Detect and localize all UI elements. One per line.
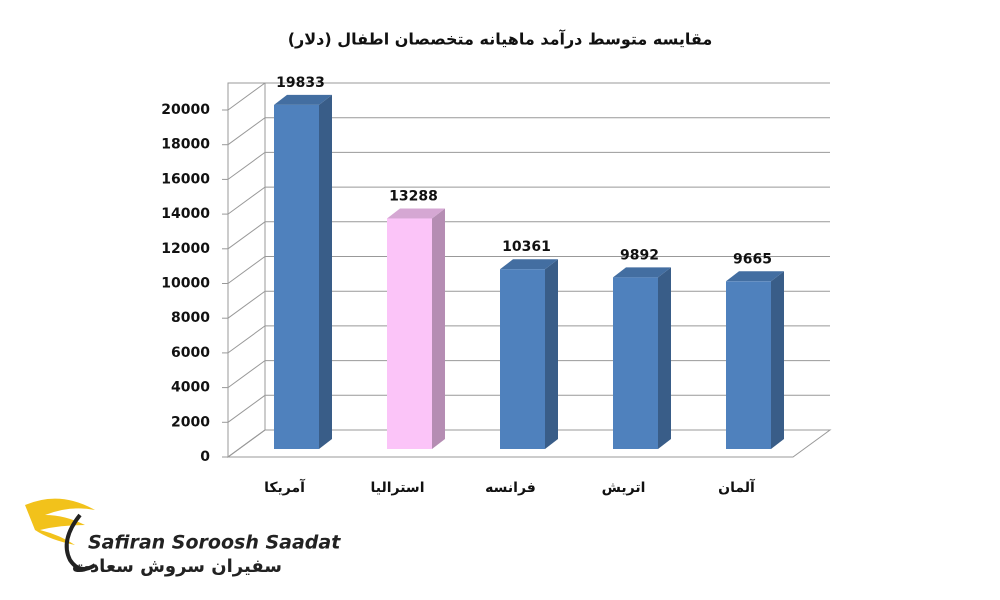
y-tick-label: 0 [200,449,210,465]
y-tick-label: 18000 [161,137,210,153]
chart-title: مقایسه متوسط درآمد ماهیانه متخصصان اطفال… [288,29,713,49]
y-tick-label: 6000 [171,345,210,361]
value-label: 10361 [502,239,551,255]
y-tick-label: 16000 [161,171,210,187]
x-tick-label: فرانسه [485,480,536,496]
bar-side [432,208,445,449]
logo-name-fa: سفیران سروش سعادت [72,556,282,577]
value-label: 19833 [276,75,325,91]
bar-top [274,94,332,105]
logo-wing [25,498,95,545]
bar [613,277,658,449]
y-tick-label: 20000 [161,102,210,118]
x-tick-label: آمریکا [264,478,306,496]
logo: Safiran Soroosh Saadat سفیران سروش سعادت [25,498,341,577]
y-tick-label: 2000 [171,414,210,430]
grid-line [227,186,830,215]
bar [726,281,771,449]
bar-top [726,271,784,282]
grid-line [227,256,830,284]
grid-line [227,117,830,146]
value-label: 9665 [733,251,772,267]
bar [500,269,545,449]
bar-side [319,94,332,449]
bar-top [500,259,558,270]
logo-name-en: Safiran Soroosh Saadat [88,532,341,554]
y-tick-label: 10000 [161,276,210,292]
y-tick-label: 4000 [171,380,210,396]
value-label: 9892 [620,247,659,263]
grid-line [227,82,830,111]
y-tick-label: 12000 [161,241,210,257]
x-tick-label: اتریش [602,480,646,496]
bar-side [771,271,784,449]
bar [387,218,432,449]
x-tick-label: استرالیا [370,480,424,496]
y-tick-label: 8000 [171,310,210,326]
x-tick-label: آلمان [718,478,756,496]
bar-top [613,267,671,278]
grid-line [227,151,830,180]
bar [274,104,319,449]
bar-top [387,208,445,219]
bar-side [658,267,671,449]
y-tick-label: 14000 [161,206,210,222]
bar-side [545,259,558,449]
logo-swan [64,513,97,571]
value-label: 13288 [389,188,438,204]
grid-line [227,221,830,250]
